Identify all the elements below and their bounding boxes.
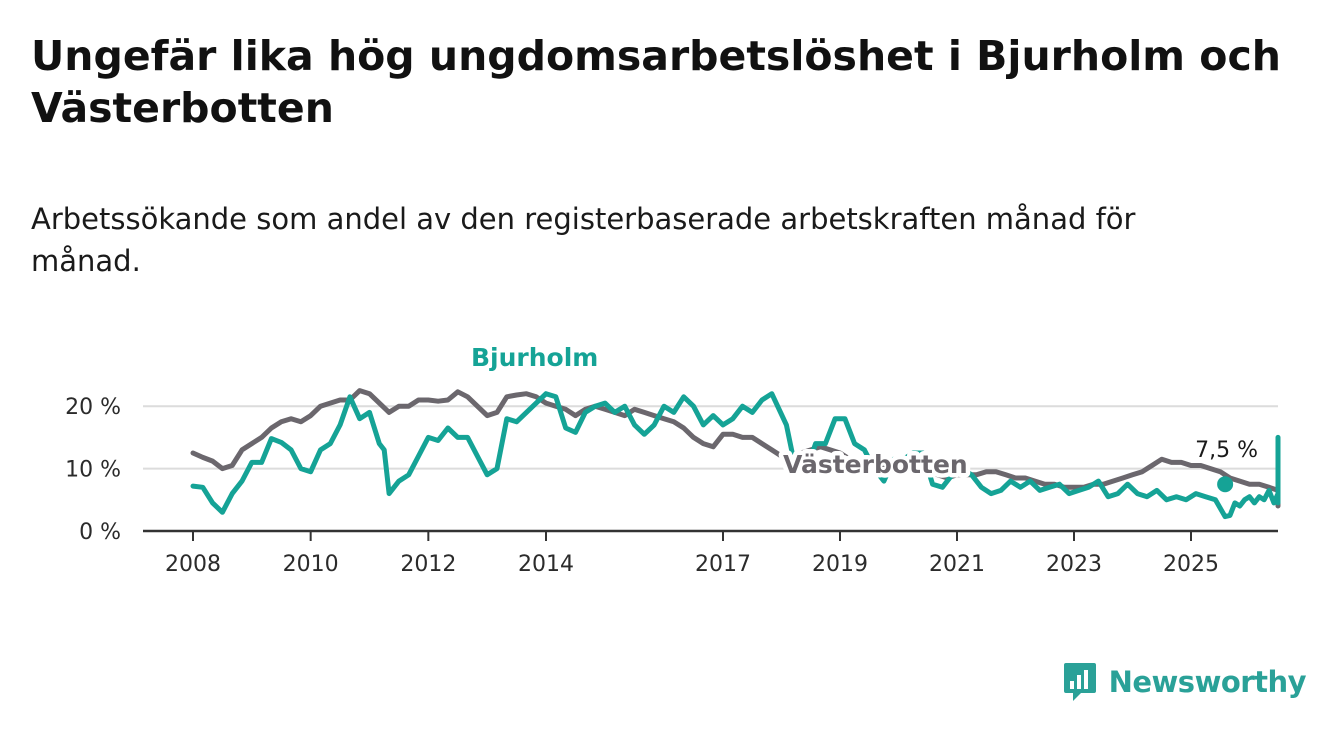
brand-name: Newsworthy — [1108, 665, 1307, 699]
last-value-marker — [1217, 476, 1234, 493]
series-line-vasterbotten — [190, 388, 1281, 509]
x-tick-label: 2014 — [518, 552, 574, 577]
y-tick-label: 10 % — [65, 458, 121, 483]
x-tick-label: 2017 — [695, 552, 751, 577]
newsworthy-logo: Newsworthy — [1063, 660, 1307, 704]
x-tick-label: 2019 — [812, 552, 868, 577]
series-label-bjurholm: Bjurholm — [471, 343, 598, 372]
y-tick-label: 0 % — [79, 520, 121, 545]
x-tick-label: 2010 — [283, 552, 339, 577]
series-lines — [190, 388, 1281, 520]
series-label-bjurholm-halo: Bjurholm — [471, 343, 598, 372]
series-labels: BjurholmBjurholmVästerbottenVästerbotten… — [467, 339, 1262, 493]
chart-subtitle: Arbetssökande som andel av den registerb… — [31, 202, 1136, 278]
x-tick-label: 2021 — [929, 552, 985, 577]
x-tick-label: 2023 — [1046, 552, 1102, 577]
series-label-vasterbotten: Västerbotten — [783, 450, 968, 479]
x-tick-label: 2025 — [1163, 552, 1219, 577]
line-chart: 0 % 10 % 20 % 2008 2010 2012 2014 2017 2019 2021 2… — [65, 339, 1281, 577]
axes: 0 % 10 % 20 % 2008 2010 2012 2014 2017 2019 2021 2… — [65, 395, 1278, 577]
chart-title: Ungefär lika hög ungdomsarbetslöshet i B… — [31, 32, 1281, 132]
bar-chart-bubble-icon — [1063, 663, 1096, 701]
x-tick-label: 2008 — [165, 552, 221, 577]
x-tick-label: 2012 — [400, 552, 456, 577]
series-label-vasterbotten-halo: Västerbotten — [783, 450, 968, 479]
last-value-label: 7,5 % — [1195, 438, 1258, 463]
last-value-label-halo: 7,5 % — [1195, 438, 1258, 463]
series-line-bjurholm — [190, 391, 1281, 520]
y-tick-label: 20 % — [65, 395, 121, 420]
gridlines — [143, 405, 1278, 470]
